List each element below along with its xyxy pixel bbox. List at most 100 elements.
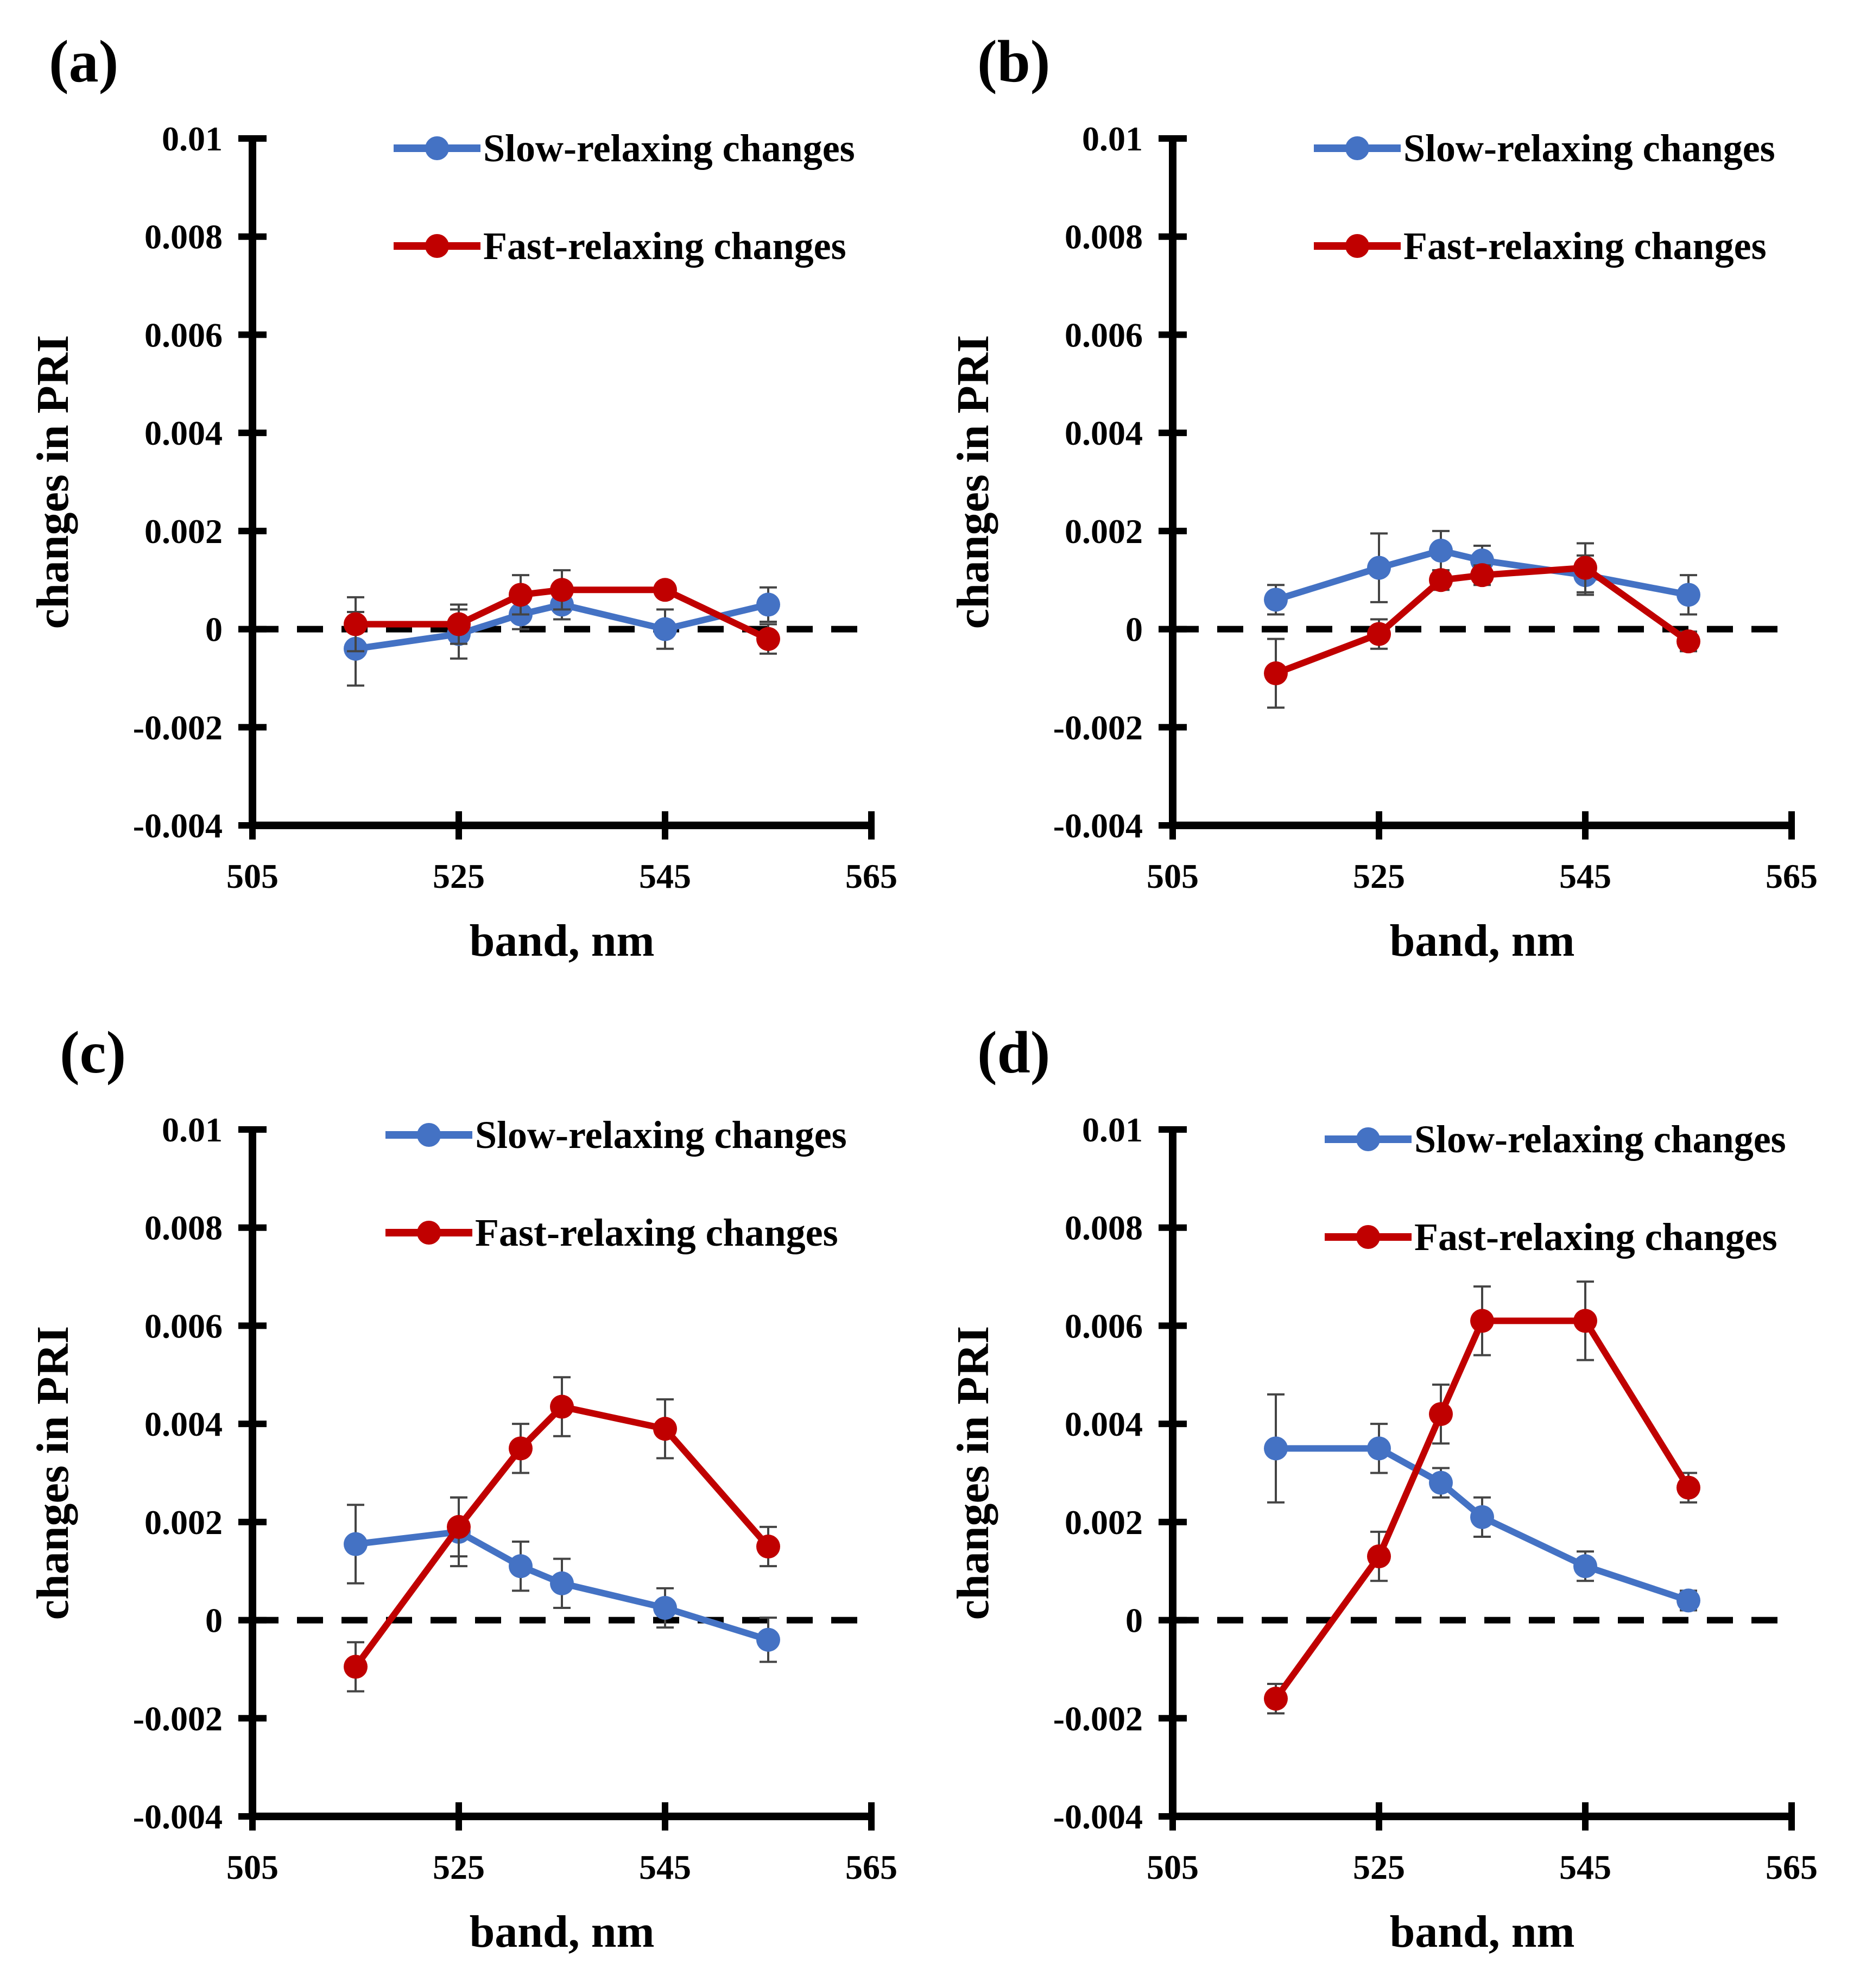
x-tick-label: 545 <box>1559 1848 1611 1886</box>
y-tick-label: -0.002 <box>133 708 223 747</box>
y-tick-label: 0 <box>1125 1601 1143 1640</box>
data-point <box>1676 583 1700 607</box>
series-line <box>1276 1445 1690 1604</box>
legend: Slow-relaxing changes Fast-relaxing chang… <box>1314 127 1775 268</box>
x-tick-label: 505 <box>1147 857 1199 895</box>
x-tick-label: 545 <box>639 1848 691 1886</box>
data-point <box>1676 1475 1700 1500</box>
legend-label: Fast-relaxing changes <box>1414 1215 1777 1259</box>
x-axis-title: band, nm <box>1390 916 1575 966</box>
y-axis-title: changes in PRI <box>28 1326 78 1620</box>
data-point <box>1264 661 1288 685</box>
y-tick-label: 0.008 <box>1065 1209 1143 1247</box>
data-point <box>756 1627 780 1652</box>
legend-marker <box>1345 234 1369 258</box>
y-tick-label: 0.008 <box>1065 218 1143 256</box>
data-point <box>1367 1436 1391 1461</box>
y-axis-title: changes in PRI <box>28 335 78 629</box>
x-tick-label: 565 <box>845 857 897 895</box>
data-point <box>1676 629 1700 654</box>
y-tick-label: 0.002 <box>1065 512 1143 551</box>
legend-label: Slow-relaxing changes <box>483 127 855 170</box>
y-tick-label: 0 <box>1125 610 1143 649</box>
slow-relaxing-series <box>344 1496 780 1663</box>
legend-marker <box>425 136 449 160</box>
series-line <box>353 1403 771 1669</box>
x-tick-label: 565 <box>1766 1848 1818 1886</box>
data-point <box>1676 1588 1700 1613</box>
x-axis-title: band, nm <box>470 1907 655 1957</box>
series-line <box>355 1528 769 1643</box>
data-point <box>1264 1687 1288 1711</box>
data-point <box>1429 539 1453 563</box>
data-point <box>756 1535 780 1559</box>
slow-relaxing-series <box>1264 1393 1700 1613</box>
y-tick-label: 0.008 <box>144 1209 223 1247</box>
data-point <box>1429 568 1453 592</box>
chart-panel-a: (a) 0.01 0.008 0.006 0.004 0.002 0 -0.002 -0.004… <box>28 28 897 966</box>
y-tick-label: 0.002 <box>1065 1503 1143 1542</box>
data-point <box>653 1595 677 1620</box>
x-axis-title: band, nm <box>1390 1907 1575 1957</box>
data-point <box>756 627 780 651</box>
x-tick-label: 565 <box>1766 857 1818 895</box>
data-point <box>1367 1544 1391 1569</box>
x-axis-title: band, nm <box>470 916 655 966</box>
chart-panel-c: (c) 0.01 0.008 0.006 0.004 0.002 0 -0.002 -0.004… <box>28 1019 897 1957</box>
data-point <box>1470 1505 1494 1529</box>
data-point <box>550 1571 574 1595</box>
panel-label: (b) <box>977 28 1050 94</box>
y-tick-label: -0.002 <box>1053 1699 1143 1738</box>
y-tick-label: -0.002 <box>133 1699 223 1738</box>
data-point <box>1470 1309 1494 1333</box>
data-point <box>447 612 471 636</box>
data-point <box>653 578 677 602</box>
legend-marker <box>417 1221 441 1245</box>
y-tick-label: 0 <box>205 610 223 649</box>
x-tick-label: 525 <box>1353 857 1405 895</box>
y-tick-label: -0.004 <box>133 806 223 845</box>
data-point <box>653 1417 677 1441</box>
x-tick-label: 525 <box>433 1848 485 1886</box>
x-tick-label: 525 <box>433 857 485 895</box>
y-tick-label: 0.006 <box>1065 315 1143 354</box>
x-tick-label: 565 <box>845 1848 897 1886</box>
panel-label: (a) <box>49 28 118 94</box>
data-point <box>1367 622 1391 646</box>
series-line <box>1274 564 1691 677</box>
y-tick-label: 0.002 <box>144 1503 223 1542</box>
data-point <box>1573 1554 1597 1579</box>
y-axis-title: changes in PRI <box>948 1326 998 1620</box>
data-point <box>344 1532 368 1556</box>
legend-label: Fast-relaxing changes <box>483 224 846 268</box>
data-point <box>447 1514 471 1539</box>
y-tick-label: 0.004 <box>144 1405 223 1443</box>
y-tick-label: 0.01 <box>1082 1110 1143 1149</box>
data-point <box>1264 588 1288 612</box>
y-tick-label: 0.006 <box>1065 1307 1143 1345</box>
data-point <box>1470 563 1494 588</box>
series-line <box>1273 1317 1692 1701</box>
chart-panel-d: (d) 0.01 0.008 0.006 0.004 0.002 0 -0.002 -0.004… <box>948 1019 1818 1957</box>
legend-label: Fast-relaxing changes <box>475 1211 838 1254</box>
data-point <box>1429 1402 1453 1427</box>
x-tick-label: 545 <box>639 857 691 895</box>
y-tick-label: 0.006 <box>144 315 223 354</box>
y-tick-label: 0.008 <box>144 218 223 256</box>
y-tick-label: 0.01 <box>162 119 223 158</box>
y-tick-label: -0.004 <box>1053 806 1143 845</box>
y-tick-label: -0.004 <box>133 1797 223 1836</box>
data-point <box>550 1394 574 1419</box>
fast-relaxing-series <box>344 569 780 655</box>
y-axis-title: changes in PRI <box>948 335 998 629</box>
y-tick-label: 0.01 <box>1082 119 1143 158</box>
data-point <box>756 592 780 617</box>
chart-panel-b: (b) 0.01 0.008 0.006 0.004 0.002 0 -0.002 -0.004… <box>948 28 1818 966</box>
data-point <box>550 578 574 602</box>
data-point <box>1573 556 1597 580</box>
legend-label: Slow-relaxing changes <box>1403 127 1775 170</box>
data-point <box>509 1436 533 1461</box>
legend-label: Slow-relaxing changes <box>1414 1118 1786 1161</box>
y-tick-label: 0 <box>205 1601 223 1640</box>
